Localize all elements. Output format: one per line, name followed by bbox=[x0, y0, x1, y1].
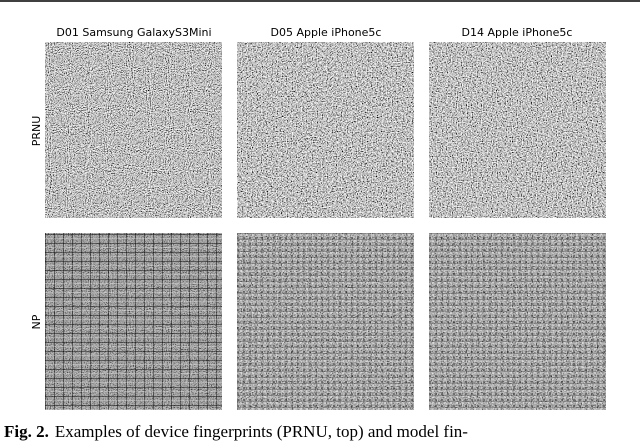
row-label: NP bbox=[30, 314, 43, 329]
column-title: D05 Apple iPhone5c bbox=[271, 26, 382, 39]
row-label: PRNU bbox=[30, 116, 43, 147]
np-image bbox=[45, 233, 222, 410]
caption-label: Fig. 2. bbox=[4, 422, 49, 441]
caption-text: Examples of device fingerprints (PRNU, t… bbox=[55, 422, 468, 441]
column-title: D01 Samsung GalaxyS3Mini bbox=[56, 26, 211, 39]
column-title: D14 Apple iPhone5c bbox=[462, 26, 573, 39]
np-image bbox=[237, 233, 414, 410]
prnu-image bbox=[429, 42, 606, 218]
prnu-image bbox=[45, 42, 222, 218]
prnu-image bbox=[237, 42, 414, 218]
np-image bbox=[429, 233, 606, 410]
caption: Fig. 2. Examples of device fingerprints (… bbox=[4, 422, 468, 441]
